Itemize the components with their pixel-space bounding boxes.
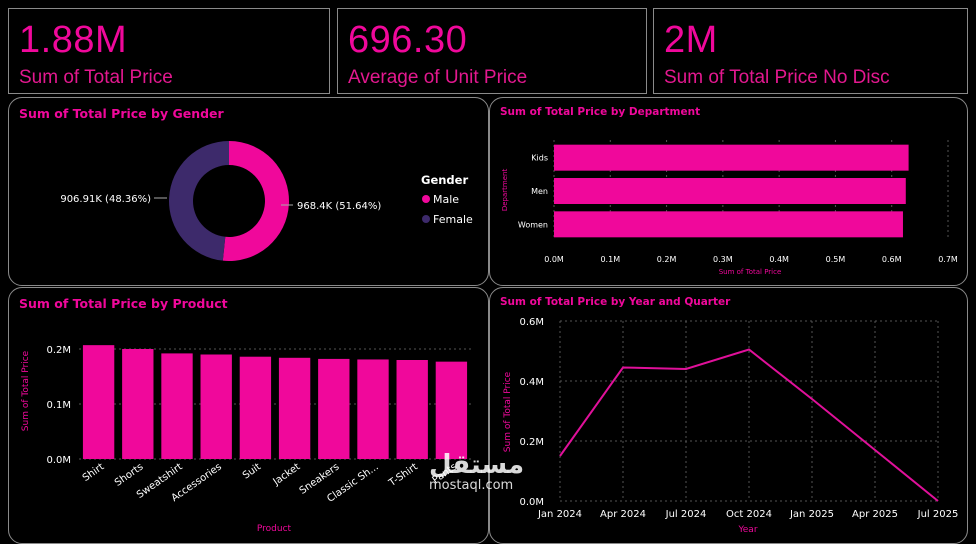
kpi-value: 1.88M bbox=[19, 19, 128, 61]
x-tick-label: Jan 2024 bbox=[537, 509, 582, 520]
department-chart-panel[interactable]: Sum of Total Price by Department Kids Men… bbox=[489, 97, 968, 286]
y-axis-label: Sum of Total Price bbox=[21, 350, 31, 431]
x-axis-label: Sum of Total Price bbox=[719, 268, 782, 276]
kpi-card-total-price[interactable]: 1.88M Sum of Total Price bbox=[8, 8, 330, 94]
x-tick-label: 0.6M bbox=[882, 255, 902, 264]
slice-label-female: 906.91K (48.36%) bbox=[60, 194, 151, 205]
kpi-label: Sum of Total Price bbox=[19, 67, 173, 88]
y-tick-label: 0.6M bbox=[519, 317, 544, 328]
slice-label-male: 968.4K (51.64%) bbox=[297, 201, 381, 212]
bar-product[interactable] bbox=[357, 359, 389, 459]
y-tick-label: 0.0M bbox=[519, 497, 544, 508]
product-chart-panel[interactable]: Sum of Total Price by Product 0.0M 0.1M 0.… bbox=[8, 287, 489, 544]
bar-product[interactable] bbox=[122, 349, 154, 459]
x-tick-label: 0.4M bbox=[769, 255, 789, 264]
donut-slice-male[interactable] bbox=[222, 141, 289, 261]
legend-marker-male bbox=[422, 195, 430, 203]
x-tick-label: Oct 2024 bbox=[726, 509, 772, 520]
bar-product[interactable] bbox=[161, 353, 193, 459]
x-tick-label: Jan 2025 bbox=[789, 509, 834, 520]
bar-product[interactable] bbox=[82, 345, 115, 459]
category-label: Women bbox=[518, 220, 548, 229]
chart-title: Sum of Total Price by Department bbox=[500, 106, 701, 118]
category-label: Suit bbox=[241, 461, 263, 481]
kpi-label: Sum of Total Price No Disc bbox=[664, 67, 890, 88]
year-quarter-chart-panel[interactable]: Sum of Total Price by Year and Quarter 0… bbox=[489, 287, 968, 544]
bar-product[interactable] bbox=[435, 361, 468, 459]
x-tick-label: 0.7M bbox=[938, 255, 958, 264]
year-quarter-line-chart: 0.0M 0.2M 0.4M 0.6M Jan 2024 Apr 2024 Jul 202… bbox=[503, 317, 959, 535]
chart-title: Sum of Total Price by Year and Quarter bbox=[500, 296, 731, 308]
legend-marker-female bbox=[422, 215, 430, 223]
x-tick-label: 0.1M bbox=[600, 255, 620, 264]
x-tick-label: Apr 2025 bbox=[852, 509, 898, 520]
kpi-card-total-price-no-disc[interactable]: 2M Sum of Total Price No Disc bbox=[653, 8, 968, 94]
x-tick-label: 0.3M bbox=[713, 255, 733, 264]
kpi-value: 2M bbox=[664, 19, 718, 61]
bar-product[interactable] bbox=[396, 360, 428, 459]
x-tick-label: Jul 2025 bbox=[917, 509, 959, 520]
y-axis-label: Department bbox=[501, 169, 509, 212]
category-label: T-Shirt bbox=[386, 461, 420, 489]
category-label: Men bbox=[531, 187, 548, 196]
watermark-arabic: مستقل bbox=[429, 450, 525, 480]
legend-item-male[interactable]: Male bbox=[433, 193, 459, 206]
chart-title: Sum of Total Price by Product bbox=[19, 296, 228, 311]
gender-donut-chart: 906.91K (48.36%) 968.4K (51.64%) Gender … bbox=[60, 141, 473, 261]
category-label: Kids bbox=[531, 154, 548, 163]
donut-slice-female[interactable] bbox=[168, 141, 229, 261]
category-label: Shorts bbox=[113, 461, 146, 488]
line-series[interactable] bbox=[559, 348, 939, 502]
x-axis-label: Product bbox=[257, 524, 292, 534]
y-tick-label: 0.2M bbox=[519, 437, 544, 448]
category-label: Jacket bbox=[271, 461, 303, 488]
bar-product[interactable] bbox=[239, 356, 272, 459]
chart-title: Sum of Total Price by Gender bbox=[19, 106, 224, 121]
x-tick-label: 0.0M bbox=[544, 255, 564, 264]
kpi-card-avg-unit-price[interactable]: 696.30 Average of Unit Price bbox=[337, 8, 647, 94]
y-tick-label: 0.0M bbox=[46, 455, 71, 466]
y-tick-label: 0.2M bbox=[46, 345, 71, 356]
legend-item-female[interactable]: Female bbox=[433, 213, 473, 226]
bar-product[interactable] bbox=[318, 358, 350, 459]
bar-men[interactable] bbox=[554, 178, 906, 204]
y-tick-label: 0.1M bbox=[46, 400, 71, 411]
category-label: Shirt bbox=[81, 461, 107, 484]
y-tick-label: 0.4M bbox=[519, 377, 544, 388]
watermark: مستقل mostaql.com bbox=[429, 452, 524, 493]
kpi-value: 696.30 bbox=[348, 19, 468, 61]
x-tick-label: 0.2M bbox=[657, 255, 677, 264]
bar-kids[interactable] bbox=[554, 144, 909, 171]
y-axis-label: Sum of Total Price bbox=[503, 371, 513, 452]
bar-product[interactable] bbox=[200, 354, 232, 460]
x-tick-label: Jul 2024 bbox=[665, 509, 707, 520]
x-tick-label: 0.5M bbox=[826, 255, 846, 264]
x-tick-label: Apr 2024 bbox=[600, 509, 646, 520]
bar-women[interactable] bbox=[554, 211, 903, 238]
x-axis-label: Year bbox=[737, 525, 757, 535]
kpi-label: Average of Unit Price bbox=[348, 67, 528, 88]
legend-title: Gender bbox=[421, 173, 468, 187]
department-bar-chart: Kids Men Women 0.0M 0.1M 0.2M 0.3M 0.4M 0.5M 0.6… bbox=[501, 140, 958, 276]
product-bar-chart: 0.0M0.1M0.2M Shirt ShortsSweatshirtAccess… bbox=[21, 345, 471, 534]
watermark-latin: mostaql.com bbox=[429, 478, 514, 493]
gender-chart-panel[interactable]: Sum of Total Price by Gender 906.91K (48… bbox=[8, 97, 489, 286]
bar-product[interactable] bbox=[278, 357, 311, 459]
